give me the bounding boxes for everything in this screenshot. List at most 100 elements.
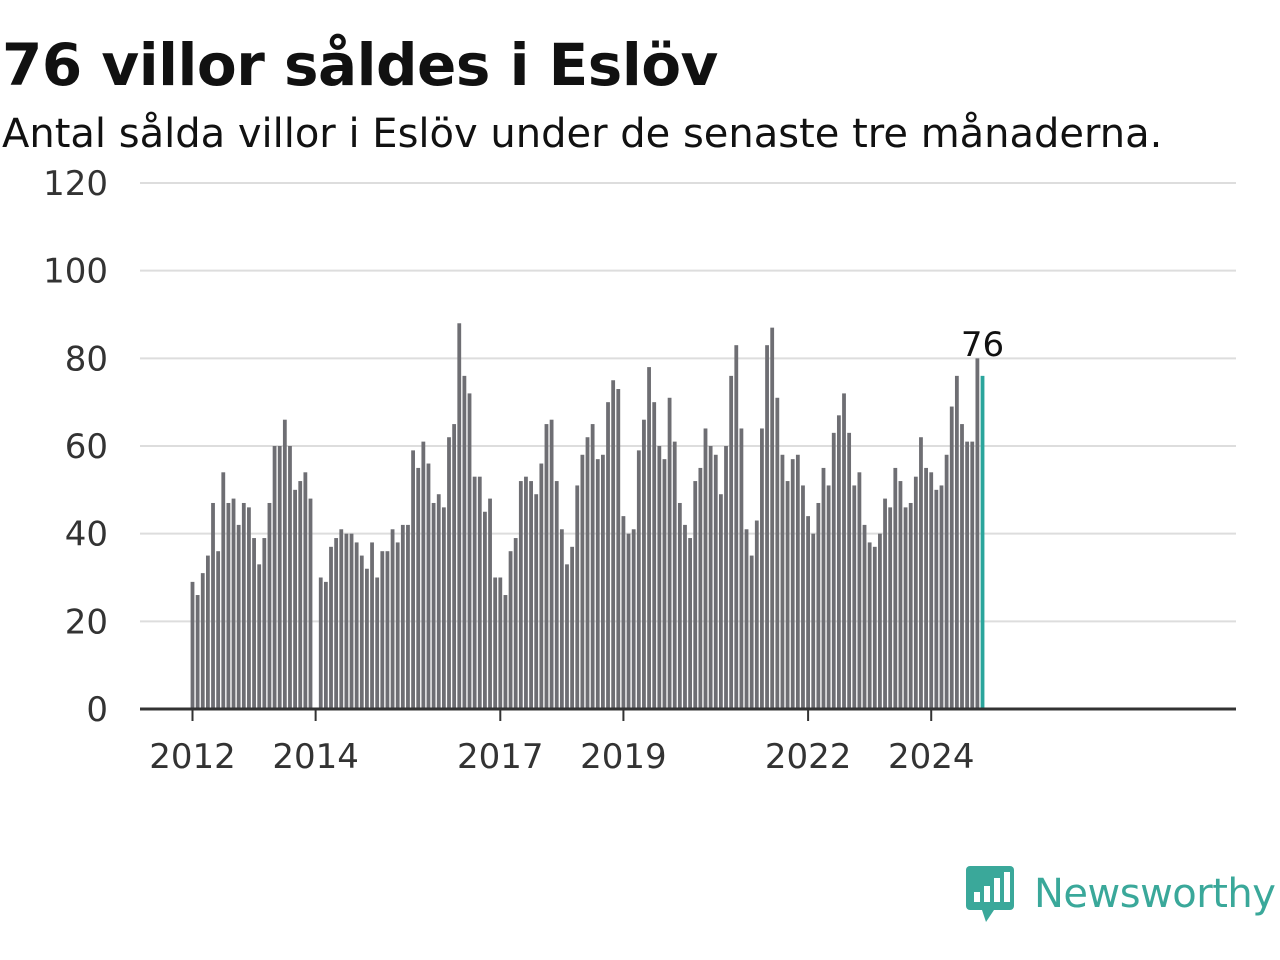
bar — [406, 524, 410, 709]
bar — [683, 524, 687, 709]
y-tick-label: 120 — [43, 164, 108, 204]
bar — [883, 498, 887, 709]
bar — [652, 402, 657, 709]
bar — [888, 507, 893, 709]
bar — [436, 494, 441, 709]
bar — [411, 450, 415, 709]
bar — [334, 538, 339, 709]
bar — [544, 424, 549, 709]
bar — [703, 428, 708, 709]
bar — [631, 529, 636, 709]
bar — [380, 551, 385, 709]
bar — [754, 520, 759, 709]
bar — [359, 555, 364, 709]
bar — [929, 472, 934, 709]
bar — [831, 432, 836, 709]
bar — [231, 498, 236, 709]
bar — [960, 424, 964, 709]
bar — [636, 450, 641, 709]
bar — [724, 446, 728, 709]
bar — [749, 555, 754, 709]
bar — [862, 524, 867, 709]
bar — [195, 595, 200, 709]
bar — [539, 463, 544, 709]
bar — [282, 419, 287, 709]
bar — [426, 463, 431, 709]
value-label: 76 — [961, 325, 1004, 365]
bar — [493, 577, 498, 709]
bar — [288, 446, 292, 709]
bar — [211, 502, 215, 709]
bar — [323, 581, 328, 709]
bar — [606, 402, 610, 709]
bar — [667, 397, 672, 709]
bar — [790, 459, 795, 709]
bar — [447, 437, 451, 709]
bar — [718, 494, 723, 709]
bar — [570, 546, 575, 709]
bar — [616, 389, 621, 709]
bar — [236, 524, 241, 709]
bar — [893, 467, 898, 709]
bar — [365, 568, 369, 709]
x-tick-label: 2017 — [457, 737, 544, 777]
bar — [688, 538, 693, 709]
bar — [483, 511, 487, 709]
chart-subtitle: Antal sålda villor i Eslöv under de sena… — [2, 111, 1163, 157]
bar — [277, 446, 282, 709]
bar — [816, 502, 821, 709]
bar — [826, 485, 831, 709]
bar — [575, 485, 580, 709]
bar — [318, 577, 323, 709]
bar — [354, 542, 359, 709]
bar — [672, 441, 677, 709]
bar — [934, 489, 939, 709]
bar — [488, 498, 492, 709]
bar — [729, 375, 734, 709]
bar — [847, 432, 852, 709]
bar — [416, 467, 421, 709]
bar — [662, 459, 667, 709]
bar — [257, 564, 262, 709]
bar — [370, 542, 374, 709]
x-tick-label: 2022 — [765, 737, 852, 777]
bar — [267, 502, 272, 709]
bar — [303, 472, 308, 709]
bar — [698, 467, 703, 709]
bar — [836, 415, 841, 709]
bar — [216, 551, 221, 709]
bar — [431, 502, 436, 709]
bar — [760, 428, 764, 709]
bar — [375, 577, 380, 709]
x-tick-label: 2012 — [149, 737, 236, 777]
bar — [247, 507, 251, 709]
bar — [975, 358, 980, 709]
bar — [734, 345, 739, 709]
bar — [339, 529, 344, 709]
bar-highlight — [980, 375, 985, 709]
bar — [200, 573, 205, 709]
bar — [939, 485, 944, 709]
newsworthy-logo: Newsworthy — [964, 864, 1276, 924]
bar — [585, 437, 590, 709]
bar — [739, 428, 744, 709]
bar — [508, 551, 513, 709]
x-tick-label: 2024 — [888, 737, 975, 777]
bar — [385, 551, 390, 709]
bar — [262, 538, 267, 709]
bar — [626, 533, 631, 709]
bar — [744, 529, 749, 709]
bar — [308, 498, 313, 709]
bar — [549, 419, 554, 709]
bar — [421, 441, 426, 709]
chart-title: 76 villor såldes i Eslöv — [2, 31, 718, 99]
y-tick-label: 20 — [65, 602, 108, 642]
bar — [462, 375, 467, 709]
newsworthy-logo-icon — [966, 866, 1014, 922]
bar — [677, 502, 682, 709]
bar — [806, 516, 810, 709]
bar — [913, 476, 918, 709]
y-tick-label: 40 — [65, 515, 108, 555]
bar — [601, 454, 605, 709]
